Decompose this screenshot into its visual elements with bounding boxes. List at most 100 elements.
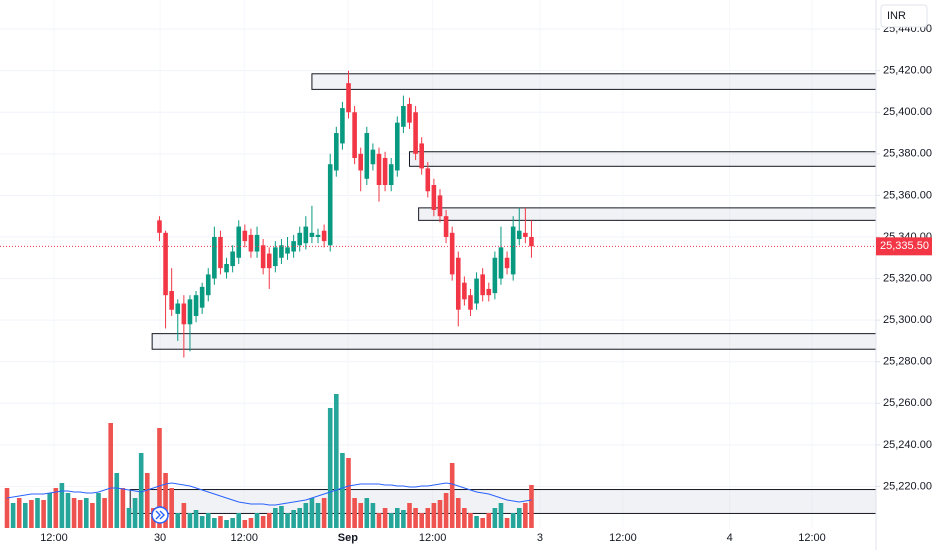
volume-bar (236, 513, 242, 528)
volume-bar (382, 508, 388, 528)
volume-bar (71, 498, 77, 528)
volume-bar (53, 488, 59, 528)
volume-bar (83, 498, 89, 528)
candle-body (504, 257, 510, 269)
candle-body (486, 288, 492, 296)
y-tick-label: 25,220.00 (883, 480, 932, 492)
candle-body (407, 103, 412, 123)
volume-bar (199, 516, 205, 528)
x-tick-label: 12:00 (609, 532, 637, 544)
volume-bar (90, 503, 95, 528)
zone (408, 151, 877, 167)
x-tick-label: 12:00 (230, 532, 258, 544)
candle-body (175, 303, 181, 314)
x-tick-label: 3 (537, 532, 543, 544)
candle-body (187, 299, 193, 325)
volume-bar (224, 520, 229, 528)
volume-bar (352, 498, 357, 528)
volume-bar (516, 508, 522, 528)
volume-bar (419, 513, 424, 528)
y-tick-label: 25,400.00 (883, 106, 932, 118)
y-tick-label: 25,420.00 (883, 65, 932, 77)
volume-bar (248, 518, 254, 528)
volume-bar (181, 503, 187, 528)
volume-bar (376, 513, 382, 528)
volume-bar (474, 516, 479, 528)
volume-bar (59, 483, 65, 528)
candle-body (364, 133, 370, 179)
candle-body (273, 247, 278, 267)
volume-bar (41, 500, 46, 528)
volume-bar (437, 500, 443, 528)
volume-bar (16, 498, 22, 528)
volume-bar (230, 518, 235, 528)
volume-bar (504, 518, 510, 528)
candle-body (437, 195, 443, 217)
volume-ma-line (6, 482, 532, 506)
volume-bar (358, 503, 364, 528)
volume-bar (10, 503, 16, 528)
y-tick-label: 25,300.00 (883, 314, 932, 326)
candle-body (425, 168, 431, 192)
candle-body (529, 236, 534, 247)
volume-bar (285, 513, 290, 528)
currency-label: INR (887, 10, 906, 22)
volume-bar (96, 493, 101, 528)
candle-body (157, 220, 162, 233)
volume-bar (401, 510, 406, 528)
candle-body (516, 230, 522, 240)
y-tick-label: 25,240.00 (883, 439, 932, 451)
candle-body (462, 282, 467, 300)
volume-bar (163, 473, 168, 528)
candle-body (388, 164, 394, 186)
candle-body (468, 295, 473, 310)
volume-bar (291, 510, 296, 528)
volume-bar (413, 508, 418, 528)
candle-body (510, 226, 516, 275)
x-tick-label: 12:00 (798, 532, 826, 544)
volume-bar (486, 513, 492, 528)
goto-icon[interactable] (151, 506, 169, 524)
volume-bar (492, 508, 498, 528)
volume-bar (510, 513, 516, 528)
last-price-label: 25,335.50 (880, 240, 929, 252)
volume-bar (394, 508, 400, 528)
candle-body (334, 133, 339, 171)
volume-bar (523, 503, 528, 528)
volume-bar (205, 513, 211, 528)
candle-body (401, 106, 406, 127)
candle-body (297, 232, 303, 246)
candle-body (321, 230, 327, 242)
volume-bar (468, 513, 473, 528)
candle-body (376, 153, 382, 186)
volume-bar (431, 503, 437, 528)
volume-bar (108, 423, 113, 528)
currency-badge[interactable] (880, 4, 928, 28)
volume-bar (102, 498, 107, 528)
volume-bar (138, 453, 144, 528)
candle-body (449, 232, 455, 275)
volume-bar (144, 473, 150, 528)
volume-bar (260, 516, 266, 528)
zone (418, 207, 877, 221)
volume-bar (407, 503, 412, 528)
volume-bar (334, 394, 339, 528)
candle-body (163, 232, 168, 296)
volume-bar (65, 493, 71, 528)
candle-body (303, 226, 309, 244)
candle-body (523, 232, 528, 237)
candle-body (291, 241, 296, 252)
volume-bar (242, 520, 248, 528)
volume-bar (29, 500, 34, 528)
y-tick-label: 25,280.00 (883, 356, 932, 368)
candle-body (169, 291, 174, 310)
volume-bar (175, 513, 181, 528)
candle-body (370, 149, 376, 165)
volume-bar (443, 493, 449, 528)
volume-bar (449, 463, 455, 528)
volume-bar (187, 513, 193, 528)
candle-body (205, 274, 211, 296)
volume-bar (370, 503, 376, 528)
candle-body (413, 112, 418, 154)
candle-body (181, 303, 187, 325)
